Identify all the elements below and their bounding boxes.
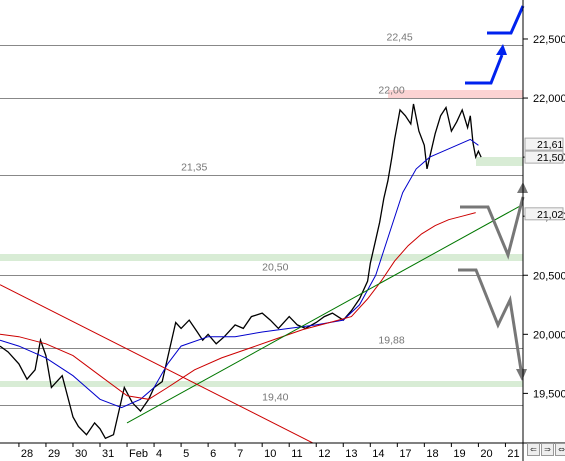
indicator-line-3	[126, 203, 523, 424]
x-tick-label: Feb	[129, 448, 148, 460]
y-tick-label: 20,500	[533, 270, 565, 282]
x-tick-label: 19	[453, 448, 465, 460]
y-tick-label: 22,000	[533, 93, 565, 105]
support-zone-19-40	[0, 381, 523, 387]
x-tick-label: 17	[399, 448, 411, 460]
x-tick-label: 30	[75, 448, 87, 460]
level-label: 20,50	[262, 262, 288, 274]
support-zone-20-50	[0, 254, 523, 261]
forecast-arrowhead-up-small	[496, 44, 507, 55]
y-tick-label: 20,000	[533, 329, 565, 341]
x-tick-label: 28	[21, 448, 33, 460]
x-tick-label: 14	[372, 448, 384, 460]
chart-nav-buttons: ⇐ ⇒ ⇔	[527, 443, 565, 456]
support-zone-upper	[476, 157, 523, 166]
forecast-arrowhead-down	[516, 369, 527, 381]
level-label: 19,88	[378, 335, 404, 347]
indicator-line-2	[0, 212, 476, 400]
x-tick-label: 12	[318, 448, 330, 460]
price-tag-box	[524, 137, 564, 151]
price-tag-label: 21,61	[537, 139, 563, 151]
forecast-arrow-down	[458, 268, 523, 371]
price-series-line	[0, 103, 482, 440]
forecast-arrow-up-large	[487, 5, 525, 35]
forecast-arrow-range	[460, 196, 525, 260]
price-tag-label: 21,50	[537, 152, 563, 164]
zoom-icon[interactable]: ⇔	[555, 443, 565, 456]
price-tag-label: 21,02	[537, 209, 563, 221]
indicator-line-1	[0, 138, 479, 409]
x-tick-label: 10	[264, 448, 276, 460]
price-tag-box	[524, 207, 564, 221]
resistance-zone	[388, 90, 523, 99]
x-tick-label: 5	[183, 448, 189, 460]
scroll-right-icon[interactable]: ⇒	[541, 443, 554, 456]
level-label: 21,35	[181, 162, 207, 174]
level-label: 19,40	[262, 392, 288, 404]
x-tick-label: 20	[480, 448, 492, 460]
x-tick-label: 29	[48, 448, 60, 460]
y-tick-label: 22,500	[533, 34, 565, 46]
price-tag-box	[524, 150, 564, 164]
x-tick-label: 21	[507, 448, 519, 460]
x-tick-label: 4	[156, 448, 162, 460]
x-tick-label: 13	[345, 448, 357, 460]
level-label: 22,45	[387, 32, 413, 44]
x-tick-label: 11	[291, 448, 302, 460]
x-tick-label: 7	[237, 448, 243, 460]
scroll-left-icon[interactable]: ⇐	[527, 443, 540, 456]
level-label: 22,00	[378, 85, 404, 97]
forecast-arrow-up-small	[465, 54, 504, 85]
x-tick-label: 31	[102, 448, 114, 460]
y-tick-label: 19,500	[533, 388, 565, 400]
x-tick-label: 6	[210, 448, 216, 460]
indicator-line-4	[0, 284, 314, 443]
x-tick-label: 18	[426, 448, 438, 460]
